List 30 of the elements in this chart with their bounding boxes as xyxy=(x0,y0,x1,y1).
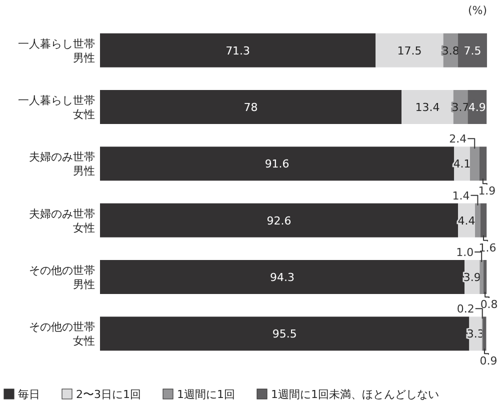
data-label: 92.6 xyxy=(266,214,292,228)
data-label: 4.4 xyxy=(458,214,476,228)
legend-label: 1週間に1回未満、ほとんどしない xyxy=(271,388,439,401)
data-label: 1.6 xyxy=(478,241,496,254)
data-label: 4.9 xyxy=(468,101,486,114)
data-label: 95.5 xyxy=(272,328,297,341)
y-tick-label: 夫婦のみ世帯男性 xyxy=(29,150,95,178)
data-label: 17.5 xyxy=(397,44,422,58)
y-tick-label: その他の世帯男性 xyxy=(29,264,95,291)
data-label: 13.4 xyxy=(415,101,440,114)
text: (%) xyxy=(468,4,487,17)
data-label: 1.9 xyxy=(478,184,496,198)
data-label: 91.6 xyxy=(264,158,290,171)
y-tick-label: その他の世帯女性 xyxy=(29,320,95,348)
data-label: 71.3 xyxy=(226,44,250,58)
data-label: 1.4 xyxy=(452,189,470,202)
legend-label: 1週間に1回 xyxy=(177,388,235,401)
y-tick-label: 一人暮らし世帯女性 xyxy=(18,94,95,121)
data-label: 0.2 xyxy=(456,302,474,316)
data-label: 78 xyxy=(244,101,258,114)
legend-label: 2〜3日に1回 xyxy=(76,388,141,401)
y-tick-label: 夫婦のみ世帯女性 xyxy=(29,207,95,234)
data-label: 7.5 xyxy=(464,44,482,58)
legend-label: 毎日 xyxy=(18,388,40,401)
data-label: 1.0 xyxy=(456,246,474,259)
data-label: 0.8 xyxy=(480,298,498,311)
data-label: 94.3 xyxy=(270,271,295,284)
data-label: 2.4 xyxy=(449,132,467,146)
data-label: 0.9 xyxy=(480,354,498,368)
y-tick-label: 一人暮らし世帯男性 xyxy=(18,37,95,64)
